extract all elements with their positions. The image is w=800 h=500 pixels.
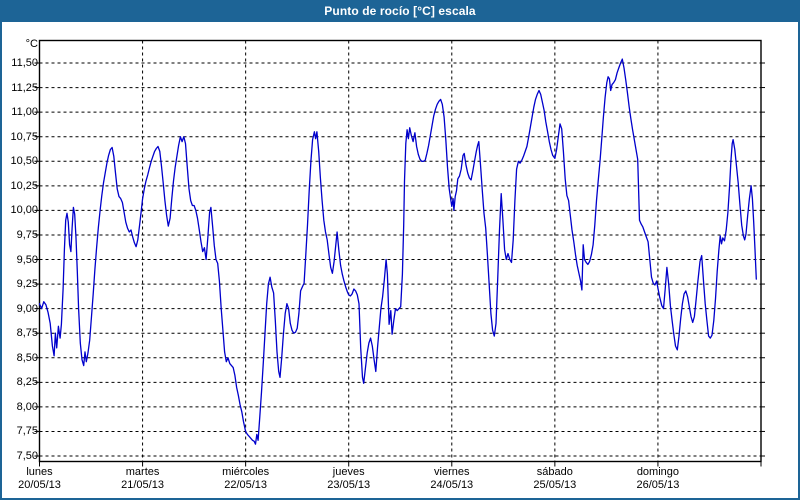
x-day-label: viernes 24/05/13 (397, 466, 507, 492)
day-name: miércoles (222, 466, 270, 478)
y-tick-label: 9,50 (16, 253, 38, 266)
y-tick-label: 8,25 (16, 376, 38, 389)
day-name: lunes (26, 466, 53, 478)
y-tick-label: 8,50 (16, 351, 38, 364)
x-day-label: lunes 20/05/13 (0, 466, 95, 492)
y-tick-label: 11,50 (11, 57, 38, 69)
day-date: 23/05/13 (327, 479, 371, 491)
day-name: sábado (536, 466, 573, 478)
x-day-label: jueves 23/05/13 (294, 466, 404, 492)
y-tick-label: 10,00 (10, 204, 38, 217)
y-tick-label: 9,75 (16, 228, 38, 241)
day-date: 24/05/13 (430, 479, 474, 491)
axis-ticks (34, 62, 765, 467)
y-axis-unit-label: °C (25, 38, 38, 50)
y-tick-label: 10,75 (10, 130, 38, 143)
y-tick-label: 10,25 (10, 179, 38, 192)
day-date: 25/05/13 (533, 479, 577, 491)
x-day-label: domingo 26/05/13 (603, 466, 713, 492)
y-tick-label: 8,00 (16, 400, 38, 413)
gridlines (39, 40, 761, 462)
x-day-label: martes 21/05/13 (88, 466, 198, 492)
y-tick-label: 9,25 (16, 278, 38, 291)
y-tick-label: 9,00 (16, 302, 38, 315)
day-name: viernes (434, 466, 470, 478)
y-tick-label: 11,00 (11, 106, 38, 119)
dew-point-line (38, 58, 757, 445)
chart-title: Punto de rocío [°C] escala (324, 4, 476, 18)
day-date: 21/05/13 (121, 479, 164, 491)
day-name: jueves (332, 466, 365, 478)
day-date: 20/05/13 (18, 479, 61, 491)
y-tick-label: 8,75 (16, 327, 38, 340)
plot-frame (38, 39, 762, 463)
x-day-label: sábado 25/05/13 (500, 466, 610, 492)
y-tick-label: 7,75 (16, 425, 38, 438)
title-bar: Punto de rocío [°C] escala (0, 0, 800, 22)
day-name: domingo (636, 466, 680, 478)
y-tick-label: 10,50 (10, 155, 38, 168)
y-tick-label: 11,25 (11, 81, 38, 94)
y-tick-label: 7,50 (16, 450, 38, 462)
day-date: 26/05/13 (636, 479, 680, 491)
day-date: 22/05/13 (224, 479, 268, 491)
day-name: martes (125, 466, 160, 478)
x-day-label: miércoles 22/05/13 (191, 466, 301, 492)
